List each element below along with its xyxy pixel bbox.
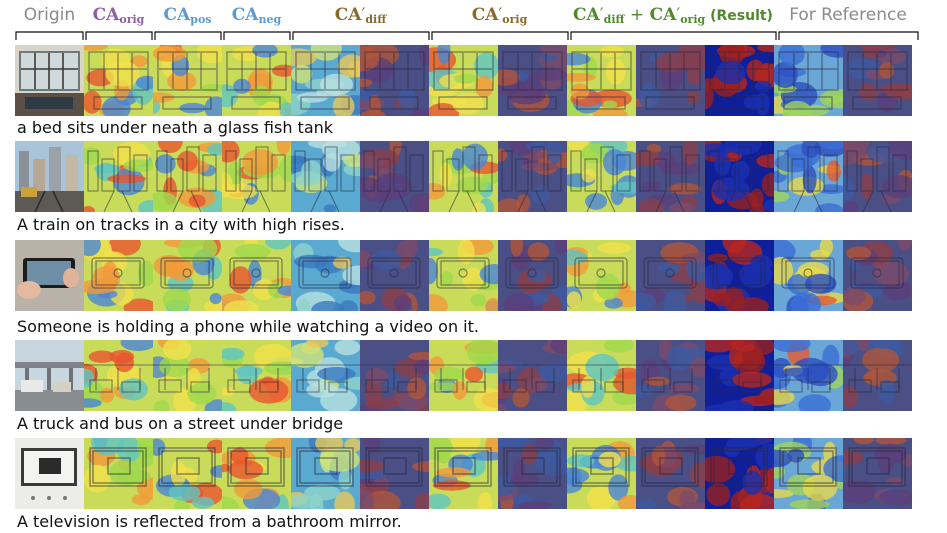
tile-reference-1 (774, 340, 843, 411)
tile-reference-2 (843, 240, 912, 311)
tile-reference-2 (843, 141, 912, 212)
tile-ca-pos (153, 438, 222, 509)
tile-ca-orig (84, 141, 153, 212)
tile-ca-neg (222, 240, 291, 311)
tile-result-2 (636, 240, 705, 311)
tile-result-2 (636, 45, 705, 116)
tile-result-3 (705, 438, 774, 509)
header-ca-orig: CAorig (92, 5, 145, 26)
bracket-ca-orig-prime (431, 31, 569, 40)
tile-reference-2 (843, 438, 912, 509)
tile-ca-diff-prime-2 (360, 45, 429, 116)
tile-ca-pos (153, 240, 222, 311)
tile-origin (15, 240, 84, 311)
caption-row-3: Someone is holding a phone while watchin… (17, 317, 479, 336)
tile-ca-orig (84, 240, 153, 311)
tile-ca-neg (222, 340, 291, 411)
tile-ca-neg (222, 45, 291, 116)
image-row-2 (15, 141, 919, 212)
bracket-ca-neg (223, 31, 291, 40)
tile-result-3 (705, 45, 774, 116)
tile-ca-orig-prime-1 (429, 45, 498, 116)
tile-origin (15, 141, 84, 212)
tile-result-1 (567, 141, 636, 212)
tile-origin (15, 45, 84, 116)
caption-row-5: A television is reflected from a bathroo… (17, 512, 402, 531)
bracket-origin (15, 31, 84, 40)
tile-ca-orig-prime-1 (429, 240, 498, 311)
bracket-result (570, 31, 777, 40)
tile-ca-pos (153, 45, 222, 116)
tile-ca-diff-prime-2 (360, 438, 429, 509)
bracket-reference (778, 31, 919, 40)
tile-result-3 (705, 340, 774, 411)
header-ca-pos: CApos (163, 5, 212, 26)
tile-ca-orig (84, 45, 153, 116)
image-row-4 (15, 340, 919, 411)
tile-result-1 (567, 45, 636, 116)
tile-origin (15, 340, 84, 411)
bracket-ca-orig (85, 31, 153, 40)
header-result: CA′diff + CA′orig (Result) (573, 5, 773, 26)
tile-reference-1 (774, 141, 843, 212)
tile-ca-orig-prime-1 (429, 340, 498, 411)
image-row-5 (15, 438, 919, 509)
tile-ca-orig-prime-2 (498, 45, 567, 116)
tile-result-3 (705, 240, 774, 311)
tile-ca-neg (222, 141, 291, 212)
tile-result-1 (567, 240, 636, 311)
tile-ca-orig-prime-2 (498, 240, 567, 311)
header-ca-neg: CAneg (231, 5, 282, 26)
tile-reference-1 (774, 45, 843, 116)
tile-ca-neg (222, 438, 291, 509)
tile-result-1 (567, 438, 636, 509)
bracket-ca-pos (154, 31, 222, 40)
group-brackets (15, 31, 919, 40)
tile-result-1 (567, 340, 636, 411)
tile-reference-1 (774, 438, 843, 509)
tile-reference-1 (774, 240, 843, 311)
tile-ca-orig-prime-2 (498, 438, 567, 509)
tile-ca-orig-prime-2 (498, 340, 567, 411)
tile-ca-orig (84, 340, 153, 411)
tile-ca-diff-prime-1 (291, 240, 360, 311)
header-ca-diff-prime: CA′diff (334, 5, 387, 26)
tile-ca-diff-prime-1 (291, 340, 360, 411)
tile-ca-orig-prime-1 (429, 141, 498, 212)
tile-result-2 (636, 141, 705, 212)
bracket-ca-diff-prime (292, 31, 430, 40)
tile-ca-orig-prime-2 (498, 141, 567, 212)
tile-ca-diff-prime-2 (360, 240, 429, 311)
tile-ca-diff-prime-2 (360, 141, 429, 212)
tile-reference-2 (843, 340, 912, 411)
tile-ca-pos (153, 141, 222, 212)
header-ca-orig-prime: CA′orig (471, 5, 528, 26)
tile-ca-diff-prime-1 (291, 141, 360, 212)
tile-ca-diff-prime-1 (291, 438, 360, 509)
caption-row-2: A train on tracks in a city with high ri… (17, 215, 345, 234)
image-row-1 (15, 45, 919, 116)
tile-result-2 (636, 438, 705, 509)
tile-ca-orig-prime-1 (429, 438, 498, 509)
tile-ca-orig (84, 438, 153, 509)
header-origin: Origin (23, 5, 76, 25)
tile-ca-pos (153, 340, 222, 411)
tile-ca-diff-prime-1 (291, 45, 360, 116)
image-row-3 (15, 240, 919, 311)
tile-reference-2 (843, 45, 912, 116)
caption-row-1: a bed sits under neath a glass fish tank (17, 118, 334, 137)
tile-origin (15, 438, 84, 509)
tile-result-3 (705, 141, 774, 212)
header-for-reference: For Reference (789, 5, 907, 25)
tile-result-2 (636, 340, 705, 411)
caption-row-4: A truck and bus on a street under bridge (17, 414, 344, 433)
tile-ca-diff-prime-2 (360, 340, 429, 411)
